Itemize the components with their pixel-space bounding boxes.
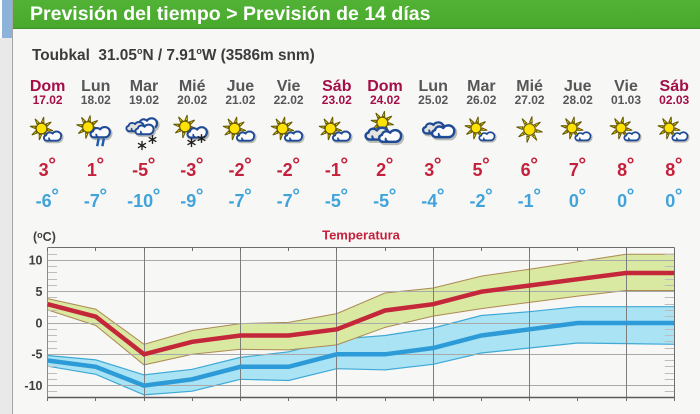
svg-text:Temperatura: Temperatura [322, 228, 401, 243]
svg-text:0: 0 [36, 316, 43, 330]
svg-text:-5: -5 [31, 348, 42, 362]
svg-text:(oC): (oC) [33, 230, 56, 244]
svg-text:5: 5 [36, 285, 43, 299]
svg-text:10: 10 [29, 254, 43, 268]
svg-text:-10: -10 [24, 379, 42, 393]
